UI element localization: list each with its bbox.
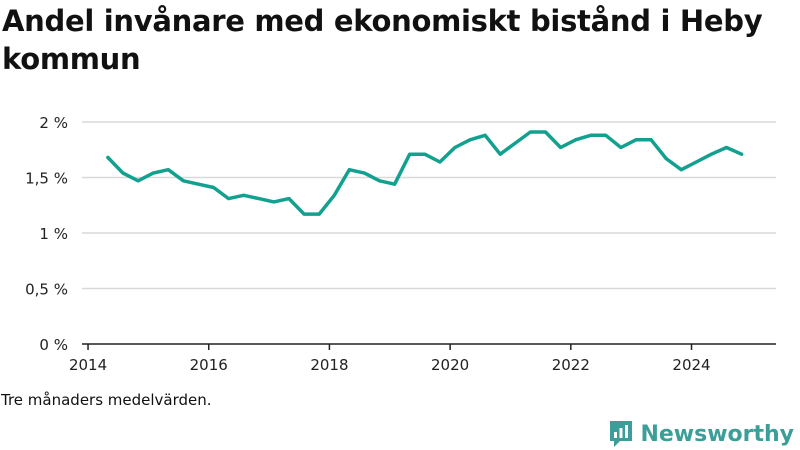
x-axis-ticks: 2014 2016 2018 2020 2022 2024 [69,344,711,374]
y-tick-label: 0,5 % [25,281,68,299]
data-point [362,171,366,175]
data-point [574,138,578,142]
data-point [725,146,729,150]
data-points [106,130,744,216]
data-point [272,200,276,204]
data-point [438,160,442,164]
grid-lines [82,121,776,290]
y-tick-label: 0 % [39,336,68,354]
data-point [332,193,336,197]
data-point [634,138,638,142]
data-point [604,133,608,137]
data-point [302,212,306,216]
x-tick-label: 2014 [69,356,107,374]
y-tick-label: 2 % [39,114,68,132]
data-point [498,152,502,156]
data-point [151,171,155,175]
data-point [408,152,412,156]
data-point [559,146,563,150]
data-point [287,197,291,201]
data-point [649,138,653,142]
data-point [181,179,185,183]
y-axis-tick-labels: 0 % 0,5 % 1 % 1,5 % 2 % [25,114,68,354]
y-tick-label: 1 % [39,225,68,243]
data-point [393,182,397,186]
data-point [468,138,472,142]
data-point [423,152,427,156]
data-point [121,171,125,175]
data-point [317,212,321,216]
newsworthy-logo-icon [610,421,633,447]
x-tick-label: 2018 [310,356,348,374]
data-point [740,152,744,156]
data-point [257,197,261,201]
data-point [453,146,457,150]
data-point [196,182,200,186]
data-point [166,168,170,172]
chart-title: Andel invånare med ekonomiskt bistånd i … [2,4,763,76]
data-point [106,156,110,160]
data-point [679,168,683,172]
y-tick-label: 1,5 % [25,170,68,188]
x-tick-label: 2016 [190,356,228,374]
data-point [619,146,623,150]
data-point [528,130,532,134]
chart-note: Tre månaders medelvärden. [1,391,212,409]
data-point [709,152,713,156]
data-point [694,160,698,164]
data-point [483,133,487,137]
x-tick-label: 2024 [672,356,710,374]
data-point [589,133,593,137]
data-point [136,179,140,183]
line-chart: 0 % 0,5 % 1 % 1,5 % 2 % 2014 2016 2018 2020 2022… [25,114,776,374]
series-line [106,130,744,216]
brand[interactable]: Newsworthy [608,419,794,449]
data-point [242,193,246,197]
brand-name: Newsworthy [640,421,794,447]
x-tick-label: 2022 [552,356,590,374]
data-point [378,179,382,183]
data-point [212,185,216,189]
data-point [513,141,517,145]
data-point [347,168,351,172]
data-point [543,130,547,134]
data-point [227,197,231,201]
x-tick-label: 2020 [431,356,469,374]
data-point [664,157,668,161]
